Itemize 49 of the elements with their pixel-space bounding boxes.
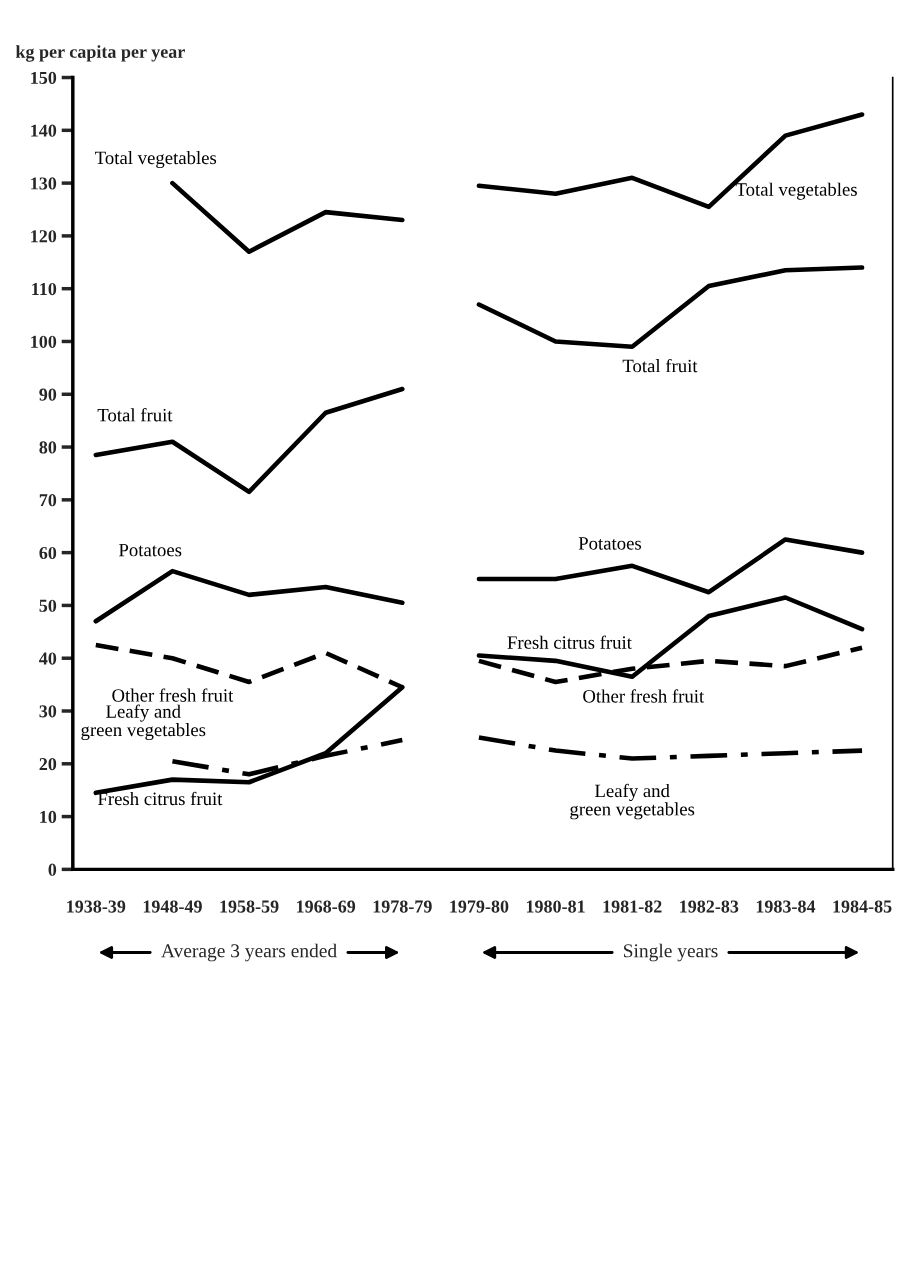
line-series — [170, 180, 405, 255]
y-tick-label: 10 — [40, 810, 57, 824]
y-tick-label: 140 — [31, 124, 57, 137]
x-tick-label: 1978-79 — [373, 900, 432, 913]
series-label: Potatoes — [118, 543, 182, 557]
y-tick-label: 0 — [48, 863, 57, 876]
series-label: Potatoes — [578, 537, 642, 550]
y-tick-label: 150 — [31, 71, 57, 84]
y-tick-label: 110 — [32, 282, 57, 296]
x-tick-label: 1948-49 — [143, 900, 202, 913]
y-tick-label: 90 — [39, 388, 57, 401]
y-tick-label: 20 — [39, 758, 57, 771]
y-tick-label: 120 — [31, 230, 57, 243]
x-tick-label: 1983-84 — [756, 900, 816, 913]
series-label: Fresh citrus fruit — [97, 791, 223, 806]
y-tick-label: 80 — [39, 441, 57, 454]
x-tick-label: 1968-69 — [297, 900, 356, 913]
series-label: Leafy and green vegetables — [570, 783, 695, 820]
series-label: Leafy and green vegetables — [81, 704, 206, 741]
series-label: Total vegetables — [735, 182, 857, 200]
x-tick-label: 1980-81 — [526, 900, 585, 913]
y-tick-label: 60 — [39, 546, 57, 560]
line-series — [476, 735, 865, 761]
y-tick-label: 70 — [39, 494, 57, 507]
x-tick-label: 1938-39 — [67, 900, 126, 913]
line-series — [476, 112, 865, 210]
y-axis-title: kg per capita per year — [15, 45, 185, 62]
y-tick-label: 100 — [31, 335, 57, 348]
x-tick-label: 1982-83 — [680, 900, 739, 913]
series-label: Fresh citrus fruit — [507, 635, 632, 649]
series-label: Other fresh fruit — [112, 688, 234, 702]
line-series — [93, 386, 405, 495]
text: Average 3 years ended — [161, 943, 337, 962]
y-tick-label: 130 — [31, 177, 57, 190]
series-label: Total fruit — [622, 358, 698, 373]
x-tick-label: 1981-82 — [603, 900, 662, 913]
line-series — [476, 537, 865, 595]
y-tick-label: 30 — [39, 705, 57, 718]
x-tick-label: 1984-85 — [833, 900, 892, 913]
y-tick-label: 50 — [39, 599, 57, 612]
series-label: Other fresh fruit — [583, 689, 705, 703]
x-tick-label: 1979-80 — [450, 900, 509, 913]
text: Single years — [624, 943, 718, 962]
series-label: Total vegetables — [95, 150, 217, 169]
line-series — [93, 568, 405, 624]
line-series — [476, 265, 865, 350]
x-tick-label: 1958-59 — [220, 900, 279, 913]
y-tick-label: 40 — [39, 652, 57, 665]
series-label: Total fruit — [97, 408, 173, 422]
